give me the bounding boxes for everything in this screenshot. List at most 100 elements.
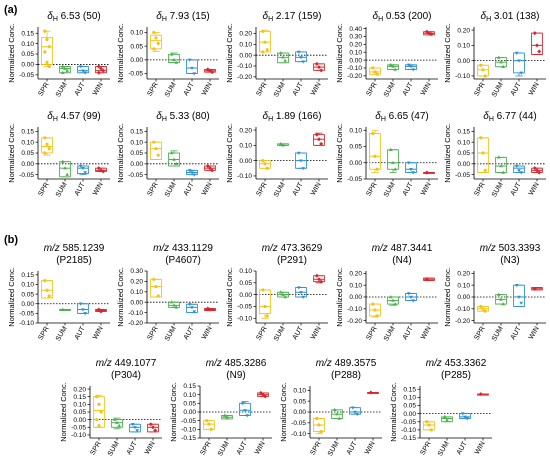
- data-point: [335, 412, 339, 416]
- data-point: [424, 277, 429, 282]
- title-symbol: m/z: [96, 358, 112, 369]
- y-tick-label: 0.00: [239, 158, 252, 165]
- x-tick-label: SPR: [473, 326, 486, 342]
- data-point: [151, 425, 155, 430]
- box: [129, 423, 141, 433]
- data-point: [515, 283, 519, 288]
- data-point: [299, 159, 303, 163]
- y-tick-label: 0.10: [239, 268, 252, 275]
- data-point: [209, 427, 213, 431]
- data-point: [319, 141, 324, 146]
- data-point: [154, 36, 158, 40]
- chart-panel: δH 6.65 (47) 0.10 0.05 0.00 -0.05Normalized …: [335, 111, 438, 198]
- x-tick-label: WIN: [92, 82, 105, 97]
- x-tick-label: SPR: [146, 82, 159, 98]
- x-tick-label: WIN: [528, 82, 541, 97]
- y-tick-label: -0.10: [347, 306, 362, 313]
- x-tick-label: AUT: [510, 181, 523, 197]
- chart-panel: m/z 453.3362(P285)0.150.100.050.00-0.05-…: [389, 358, 492, 457]
- y-tick-label: -0.15: [181, 435, 196, 442]
- y-tick-label: 0.10: [21, 139, 34, 146]
- data-point: [501, 64, 505, 68]
- y-tick-label: 0.20: [349, 271, 362, 278]
- data-point: [174, 60, 178, 64]
- box: [239, 402, 251, 416]
- x-tick-label: SPR: [199, 441, 212, 457]
- box: [369, 67, 381, 75]
- x-tick-label: AUT: [402, 81, 415, 97]
- x-tick-label: AUT: [74, 81, 87, 97]
- data-point: [263, 304, 267, 309]
- x-tick-label: SPR: [255, 182, 268, 198]
- y-tick-label: 0.10: [73, 402, 86, 409]
- y-tick-label: -0.20: [347, 318, 362, 325]
- data-point: [411, 171, 415, 175]
- box: [95, 66, 107, 74]
- y-tick-label: -0.15: [401, 435, 416, 442]
- data-point: [375, 167, 379, 171]
- box: [41, 137, 53, 154]
- y-tick-label: -0.10: [237, 63, 252, 70]
- data-point: [532, 286, 537, 291]
- data-point: [501, 170, 505, 174]
- chart-subtitle: (P2185): [56, 255, 92, 266]
- x-tick-label: AUT: [292, 181, 305, 197]
- data-point: [355, 412, 359, 417]
- x-tick-label: SPR: [89, 441, 102, 457]
- title-subscript: H: [489, 116, 494, 123]
- data-point: [152, 30, 156, 35]
- x-tick-label: SUM: [164, 325, 178, 342]
- y-tick-label: -0.10: [71, 432, 86, 439]
- data-point: [135, 429, 139, 433]
- box: [477, 137, 489, 173]
- data-point: [245, 414, 249, 418]
- y-tick-label: 0.00: [239, 52, 252, 59]
- y-tick-label: 0.00: [73, 417, 86, 424]
- title-symbol: δ: [156, 11, 162, 22]
- data-point: [407, 292, 411, 296]
- data-point: [315, 416, 319, 421]
- title-symbol: δ: [47, 11, 53, 22]
- y-tick-label: 0.10: [183, 392, 196, 399]
- y-tick-label: -0.05: [291, 420, 306, 427]
- data-point: [499, 164, 503, 168]
- title-value: 2.17 (159): [273, 11, 321, 22]
- box: [150, 141, 162, 160]
- y-tick-label: 0.05: [21, 51, 34, 58]
- y-tick-label: 0.00: [130, 161, 143, 168]
- data-point: [47, 64, 51, 69]
- data-point: [427, 423, 431, 427]
- box: [186, 59, 198, 74]
- title-subscript: H: [162, 116, 167, 123]
- data-point: [299, 291, 303, 295]
- y-tick-label: 0.05: [21, 291, 34, 298]
- y-tick-label: -0.10: [19, 320, 34, 327]
- data-point: [499, 60, 503, 64]
- y-tick-label: 0.10: [457, 139, 470, 146]
- chart-subtitle: (P4607): [165, 255, 201, 266]
- chart-panel: m/z 585.1239(P2185) 0.15 0.10 0.05 0.00 -0.05…: [7, 243, 110, 342]
- y-tick-label: 0.00: [457, 161, 470, 168]
- data-point: [499, 297, 503, 301]
- box: [41, 280, 53, 299]
- data-point: [532, 166, 537, 171]
- data-point: [393, 67, 397, 71]
- x-tick-label: WIN: [420, 182, 433, 197]
- x-tick-label: WIN: [201, 326, 214, 341]
- box: [513, 284, 525, 307]
- box: [186, 303, 198, 314]
- data-point: [152, 47, 156, 51]
- title-symbol: δ: [263, 111, 269, 122]
- data-point: [299, 56, 303, 60]
- x-tick-label: SUM: [164, 81, 178, 98]
- data-point: [207, 422, 211, 426]
- x-tick-label: AUT: [236, 440, 249, 456]
- x-tick-label: AUT: [510, 325, 523, 341]
- y-axis-label: Normalized Conc.: [7, 123, 16, 183]
- y-tick-label: 0.10: [21, 41, 34, 48]
- data-point: [371, 131, 375, 136]
- y-tick-label: -0.10: [455, 306, 470, 313]
- chart-panel: m/z 489.3575(P288) 0.10 0.05 0.00 -0.05 -0.10…: [279, 358, 382, 457]
- chart-title: m/z 487.3441: [372, 243, 433, 254]
- data-point: [192, 72, 196, 76]
